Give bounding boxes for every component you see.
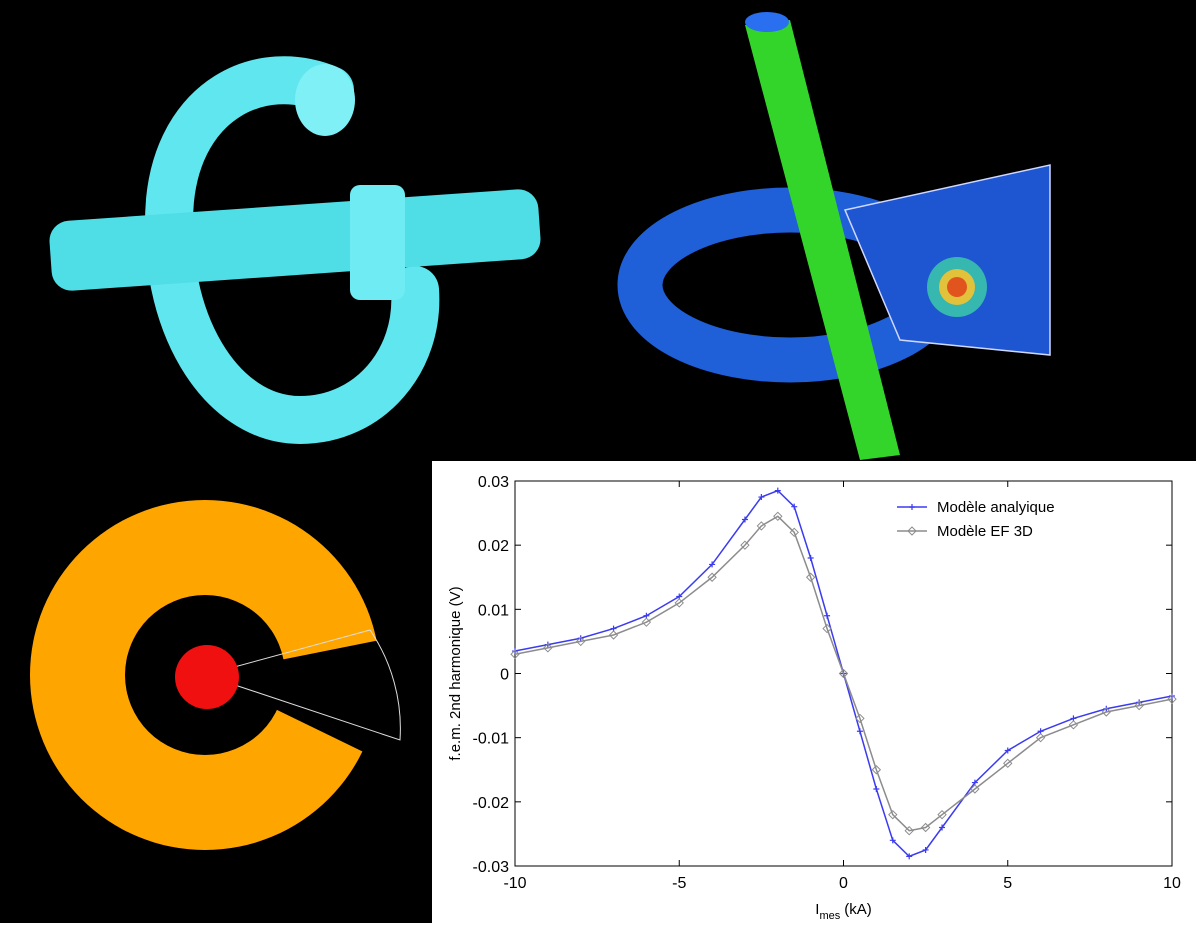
marker: [791, 503, 798, 510]
marker: [1134, 700, 1144, 711]
y-tick-label: -0.02: [473, 795, 510, 812]
x-label-main: I: [815, 901, 819, 918]
marker: [1068, 720, 1079, 730]
marker: [1035, 732, 1046, 743]
marker: [856, 728, 863, 735]
y-tick-label: 0.02: [478, 538, 509, 555]
marker: [922, 846, 929, 853]
marker: [674, 598, 684, 608]
x-tick-label: 5: [1003, 875, 1012, 892]
y-axis-label: f.e.m. 2nd harmonique (V): [447, 586, 464, 760]
marker: [838, 668, 849, 679]
marker: [510, 649, 520, 659]
marker: [904, 826, 914, 836]
marker: [970, 784, 980, 794]
x-axis-label: Imes (kA): [815, 901, 871, 922]
y-tick-label: 0.01: [478, 602, 509, 619]
marker: [608, 630, 619, 640]
y-tick-label: -0.01: [473, 731, 510, 748]
marker: [906, 853, 913, 860]
x-label-unit: (kA): [844, 901, 872, 918]
y-tick-label: 0: [500, 667, 509, 684]
marker: [741, 516, 748, 523]
marker: [920, 822, 931, 833]
marker: [1004, 747, 1011, 754]
marker: [789, 527, 799, 538]
marker: [888, 809, 898, 820]
y-tick-label: 0.03: [478, 474, 509, 491]
marker: [1101, 707, 1112, 717]
marker: [641, 617, 652, 627]
marker: [1169, 692, 1175, 699]
marker: [1003, 758, 1013, 769]
mesh-render: [49, 56, 541, 445]
marker: [756, 521, 767, 531]
marker: [575, 636, 586, 647]
marker: [1103, 705, 1110, 712]
marker: [855, 713, 865, 724]
marker: [909, 504, 915, 510]
marker: [543, 643, 553, 653]
marker: [544, 641, 551, 648]
x-tick-label: 0: [839, 875, 848, 892]
legend-label: Modèle EF 3D: [937, 523, 1033, 540]
x-label-sub: mes: [819, 910, 840, 922]
x-tick-label: -10: [503, 875, 526, 892]
x-tick-label: -5: [672, 875, 686, 892]
marker: [709, 561, 716, 568]
marker: [824, 612, 831, 619]
marker: [939, 824, 946, 831]
field-render: [617, 12, 1051, 460]
series-line: [514, 515, 1173, 832]
marker: [873, 786, 880, 792]
marker: [822, 623, 832, 634]
marker: [889, 837, 896, 844]
x-tick-label: 10: [1163, 875, 1181, 892]
chart: -0.03 -0.02 -0.01 0 0.01 0.02 0.03 -10 -5 0 5 10 f.e…: [447, 474, 1181, 922]
legend-label: Modèle analyique: [937, 499, 1055, 516]
marker: [937, 809, 947, 820]
marker: [774, 487, 781, 494]
y-tick-label: -0.03: [473, 859, 510, 876]
marker: [773, 511, 783, 521]
marker: [907, 526, 917, 536]
section-render: [30, 500, 401, 850]
marker: [1136, 699, 1143, 706]
marker: [1167, 694, 1177, 704]
chart-panel: [432, 461, 1196, 923]
marker: [707, 572, 717, 582]
marker: [512, 648, 518, 655]
marker: [871, 765, 882, 775]
marker: [577, 635, 584, 642]
marker: [805, 572, 816, 582]
marker: [740, 540, 750, 550]
marker: [807, 555, 814, 561]
marker: [758, 494, 765, 501]
